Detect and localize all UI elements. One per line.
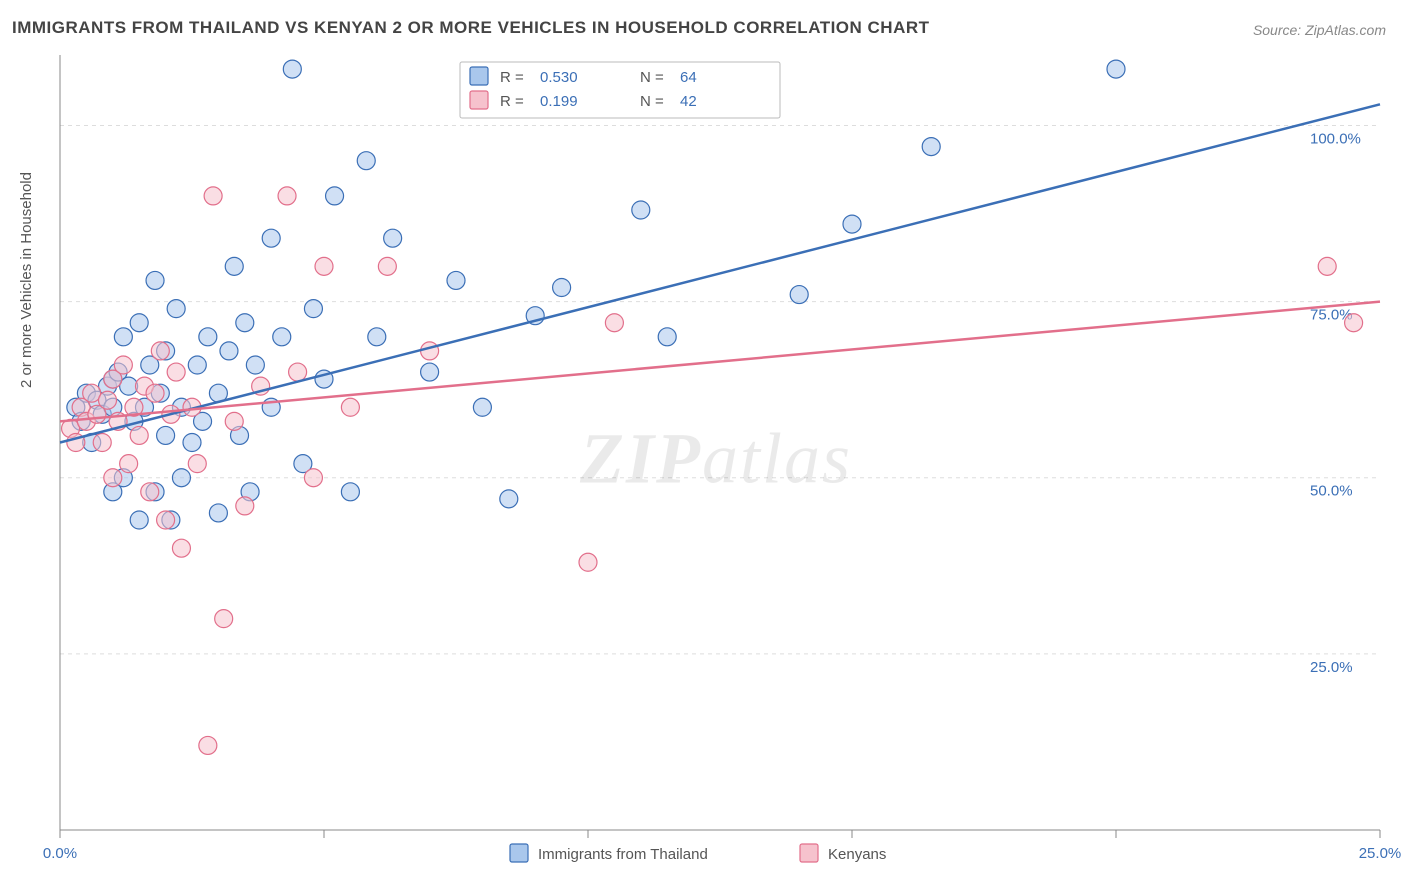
data-point bbox=[1345, 314, 1363, 332]
data-point bbox=[326, 187, 344, 205]
data-point bbox=[114, 328, 132, 346]
data-point bbox=[220, 342, 238, 360]
legend-n-label: N = bbox=[640, 93, 664, 110]
data-point bbox=[204, 187, 222, 205]
data-point bbox=[167, 363, 185, 381]
legend-swatch bbox=[470, 91, 488, 109]
legend-swatch bbox=[470, 67, 488, 85]
legend-swatch bbox=[800, 844, 818, 862]
legend-n-value: 64 bbox=[680, 69, 697, 86]
data-point bbox=[447, 271, 465, 289]
data-point bbox=[146, 384, 164, 402]
x-tick-label: 25.0% bbox=[1359, 845, 1402, 862]
data-point bbox=[199, 328, 217, 346]
data-point bbox=[183, 434, 201, 452]
data-point bbox=[188, 356, 206, 374]
data-point bbox=[151, 342, 169, 360]
legend-r-label: R = bbox=[500, 69, 524, 86]
legend-r-value: 0.530 bbox=[540, 69, 578, 86]
data-point bbox=[130, 426, 148, 444]
data-point bbox=[157, 511, 175, 529]
legend-series-label: Kenyans bbox=[828, 846, 886, 863]
data-point bbox=[922, 138, 940, 156]
data-point bbox=[357, 152, 375, 170]
data-point bbox=[384, 229, 402, 247]
data-point bbox=[130, 511, 148, 529]
y-tick-label: 50.0% bbox=[1310, 483, 1353, 500]
data-point bbox=[341, 398, 359, 416]
watermark: ZIPatlas bbox=[579, 419, 852, 499]
legend-n-value: 42 bbox=[680, 93, 697, 110]
data-point bbox=[304, 469, 322, 487]
y-tick-label: 25.0% bbox=[1310, 659, 1353, 676]
data-point bbox=[1107, 60, 1125, 78]
y-tick-label: 100.0% bbox=[1310, 130, 1361, 147]
data-point bbox=[790, 286, 808, 304]
legend-n-label: N = bbox=[640, 69, 664, 86]
data-point bbox=[421, 342, 439, 360]
data-point bbox=[246, 356, 264, 374]
legend-series-label: Immigrants from Thailand bbox=[538, 846, 708, 863]
data-point bbox=[157, 426, 175, 444]
x-tick-label: 0.0% bbox=[43, 845, 77, 862]
data-point bbox=[146, 271, 164, 289]
data-point bbox=[632, 201, 650, 219]
data-point bbox=[99, 391, 117, 409]
data-point bbox=[304, 300, 322, 318]
data-point bbox=[341, 483, 359, 501]
trend-line bbox=[60, 104, 1380, 442]
data-point bbox=[262, 229, 280, 247]
data-point bbox=[553, 279, 571, 297]
data-point bbox=[172, 469, 190, 487]
data-point bbox=[225, 257, 243, 275]
data-point bbox=[421, 363, 439, 381]
data-point bbox=[1318, 257, 1336, 275]
data-point bbox=[172, 539, 190, 557]
data-point bbox=[114, 356, 132, 374]
data-point bbox=[368, 328, 386, 346]
data-point bbox=[236, 314, 254, 332]
data-point bbox=[141, 483, 159, 501]
data-point bbox=[473, 398, 491, 416]
data-point bbox=[225, 412, 243, 430]
data-point bbox=[843, 215, 861, 233]
data-point bbox=[605, 314, 623, 332]
data-point bbox=[273, 328, 291, 346]
data-point bbox=[104, 469, 122, 487]
data-point bbox=[236, 497, 254, 515]
data-point bbox=[579, 553, 597, 571]
data-point bbox=[199, 736, 217, 754]
data-point bbox=[289, 363, 307, 381]
data-point bbox=[167, 300, 185, 318]
legend-swatch bbox=[510, 844, 528, 862]
data-point bbox=[378, 257, 396, 275]
data-point bbox=[188, 455, 206, 473]
data-point bbox=[315, 257, 333, 275]
legend-r-value: 0.199 bbox=[540, 93, 578, 110]
data-point bbox=[209, 504, 227, 522]
data-point bbox=[278, 187, 296, 205]
correlation-scatter-chart: 25.0%50.0%75.0%100.0%0.0%25.0%ZIPatlasR … bbox=[0, 0, 1406, 892]
data-point bbox=[120, 455, 138, 473]
data-point bbox=[500, 490, 518, 508]
data-point bbox=[658, 328, 676, 346]
data-point bbox=[130, 314, 148, 332]
data-point bbox=[283, 60, 301, 78]
legend-r-label: R = bbox=[500, 93, 524, 110]
data-point bbox=[93, 434, 111, 452]
data-point bbox=[215, 610, 233, 628]
